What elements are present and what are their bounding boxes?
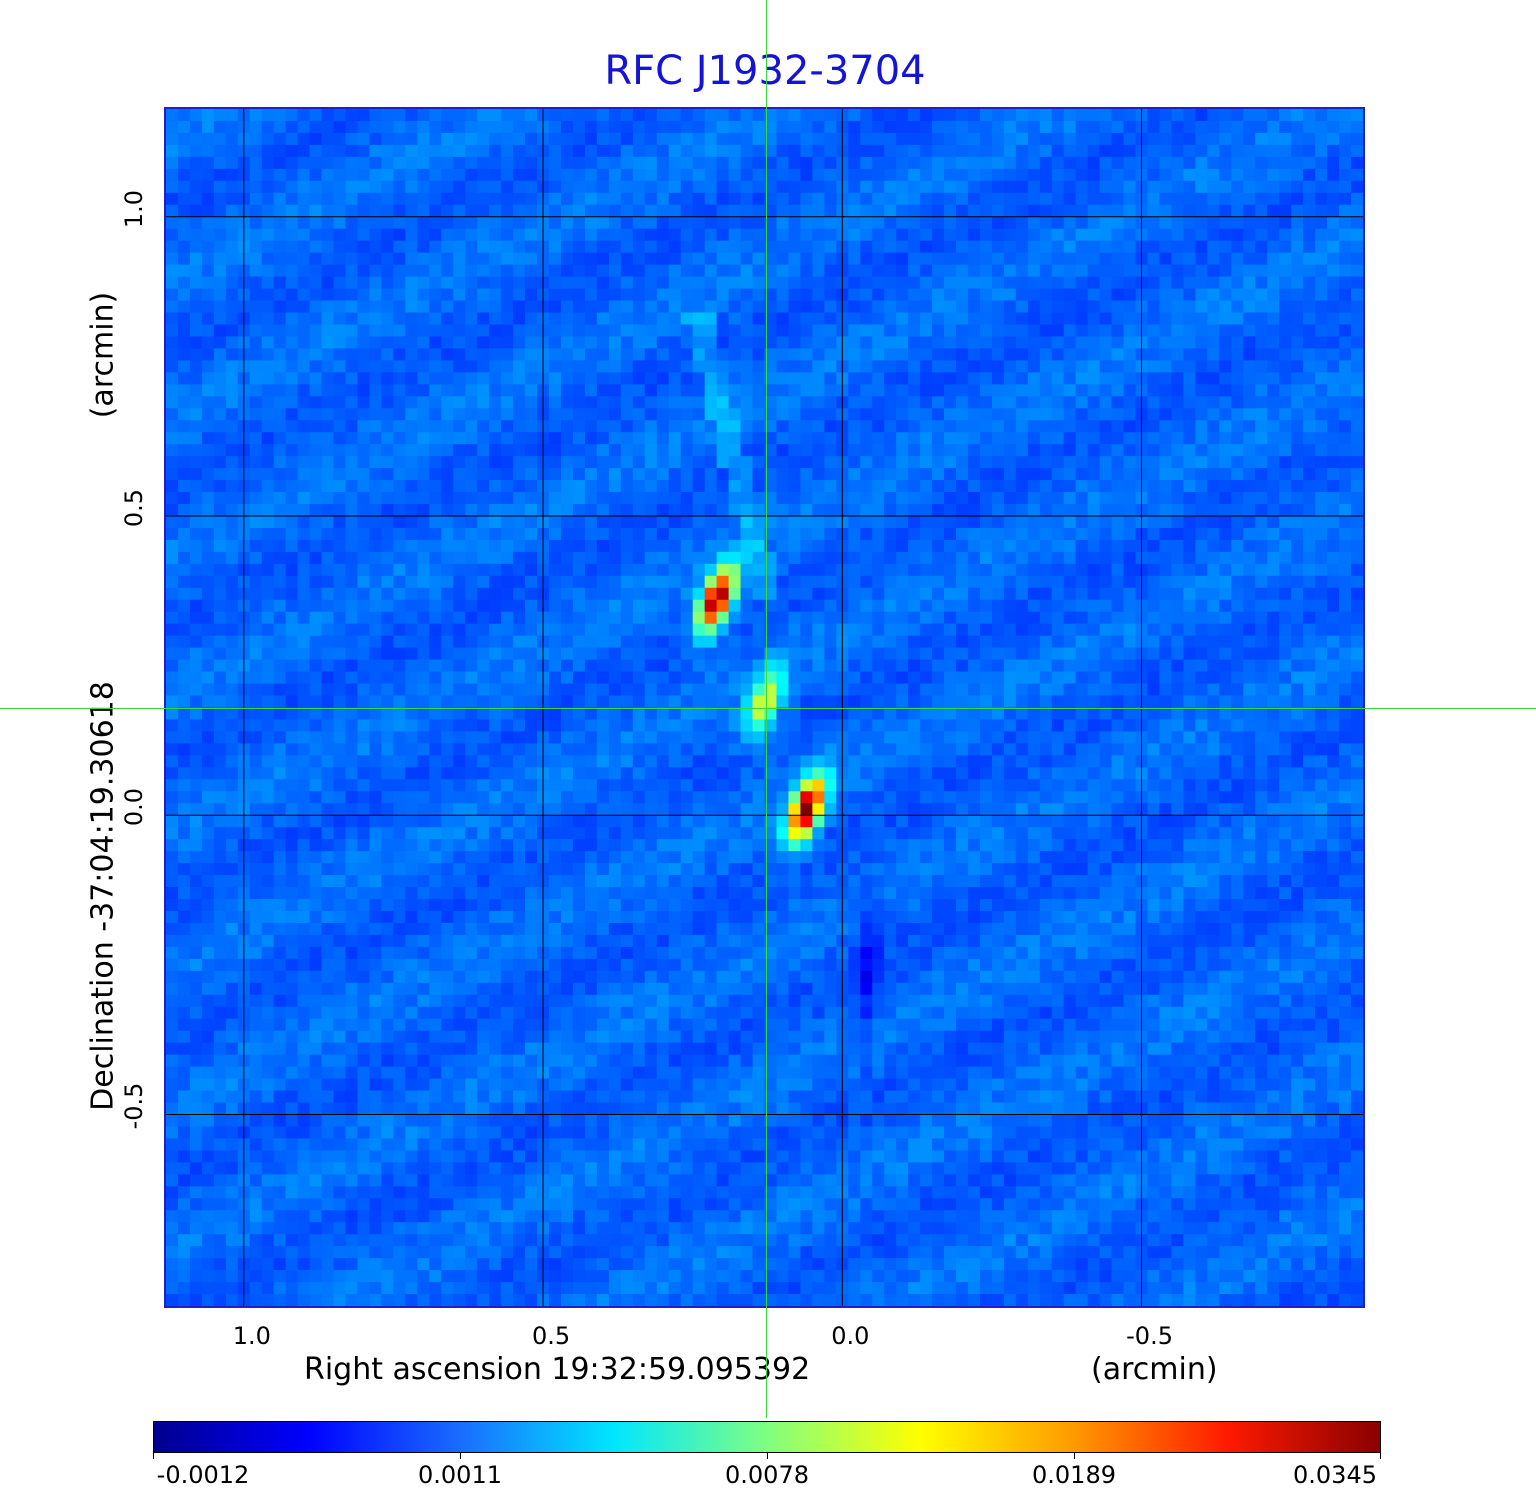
x-tick-label: 1.0 — [232, 1322, 271, 1350]
y-tick-label: 0.0 — [120, 788, 148, 827]
y-tick-label: -0.5 — [120, 1083, 148, 1130]
colorbar-tick — [460, 1453, 461, 1459]
image-pixels — [166, 109, 1363, 1306]
radio-image — [166, 109, 1363, 1306]
colorbar — [153, 1421, 1381, 1453]
x-tick-label: 0.5 — [531, 1322, 571, 1350]
y-tick-label: 0.5 — [120, 488, 148, 528]
x-tick-label: -0.5 — [1126, 1322, 1173, 1350]
crosshair-vertical — [766, 0, 767, 1418]
y-axis-unit: (arcmin) — [85, 291, 121, 419]
crosshair-horizontal — [0, 708, 1536, 709]
x-axis-unit: (arcmin) — [1091, 1352, 1218, 1387]
y-tick-label: 1.0 — [120, 189, 148, 228]
colorbar-label: 0.0189 — [1032, 1461, 1116, 1489]
colorbar-label: 0.0078 — [725, 1461, 809, 1489]
chart-title: RFC J1932-3704 — [604, 48, 926, 94]
x-axis-label: Right ascension 19:32:59.095392 — [304, 1352, 811, 1387]
colorbar-gradient — [154, 1422, 1380, 1452]
image-plot-area[interactable] — [164, 107, 1365, 1308]
colorbar-tick — [1380, 1453, 1381, 1459]
colorbar-tick — [1074, 1453, 1075, 1459]
colorbar-label: 0.0345 — [1293, 1461, 1377, 1489]
colorbar-label: 0.0011 — [418, 1461, 502, 1489]
colorbar-label: -0.0012 — [156, 1461, 250, 1489]
colorbar-tick — [153, 1453, 154, 1459]
y-axis-label: Declination -37:04:19.30618 — [85, 681, 121, 1111]
grid-lines — [166, 109, 1363, 1306]
colorbar-tick — [767, 1453, 768, 1459]
x-tick-label: 0.0 — [831, 1322, 870, 1350]
